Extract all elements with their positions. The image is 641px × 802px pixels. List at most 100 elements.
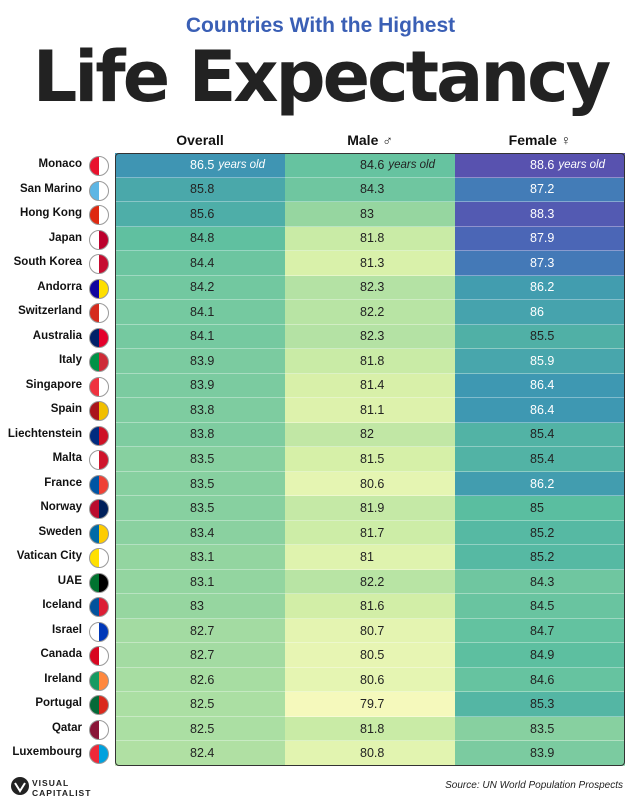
country-name: Liechtenstein [7,427,82,440]
value-cell: 85 [455,496,625,521]
value-cell: 83.8 [115,398,285,423]
column-header: Female ♀ [508,132,572,148]
country-name: South Korea [13,256,82,269]
country-name: Singapore [25,378,82,391]
value-cell: 82 [285,422,455,448]
flag [89,327,109,348]
country-name: Luxembourg [12,746,82,759]
value-cell: 83.9 [115,373,285,399]
value-cell: 83.5 [115,496,285,521]
value-cell: 81.8 [285,716,455,742]
value-cell: 82.3 [285,275,455,301]
flag [89,499,109,520]
value-cell: 83.9 [115,349,285,374]
subtitle: Countries With the Highest [185,14,456,37]
value-cell: 84.2 [115,275,285,301]
value-cell: 88.6 years old [455,153,625,178]
column-header: Male ♂ [347,132,393,148]
country-name: UAE [57,574,82,587]
country-name: Sweden [38,525,82,538]
value-cell: 87.3 [455,251,625,276]
brand: CAPITALIST [32,788,92,798]
value-cell: 82.3 [285,324,455,350]
value-cell: 87.9 [455,226,625,252]
flag [89,278,109,299]
value-cell: 86.2 [455,275,625,301]
country-name: Andorra [37,280,82,293]
flag [89,156,109,176]
value-cell: 84.8 [115,226,285,252]
flag [89,670,109,691]
flag [89,523,109,544]
flag [89,548,109,569]
value-cell: 84.9 [455,643,625,668]
flag [89,303,109,324]
flag [89,572,109,593]
flag [89,474,109,495]
value-cell: 82.7 [115,643,285,668]
value-cell: 82.5 [115,692,285,717]
country-name: Israel [51,623,82,636]
flag [89,621,109,642]
value-cell: 81 [285,545,455,570]
value-cell: 84.6 [455,667,625,693]
value-cell: 84.3 [455,569,625,595]
value-cell: 84.1 [115,324,285,350]
value-cell: 80.6 [285,471,455,497]
flag [89,450,109,471]
value-cell: 84.4 [115,251,285,276]
country-name: Monaco [38,158,82,170]
value-cell: 87.2 [455,177,625,203]
flag [89,646,109,667]
country-name: Switzerland [18,305,82,318]
value-cell: 82.2 [285,569,455,595]
title: Life Expectancy [32,36,612,118]
flag [89,180,109,201]
value-cell: 83.8 [115,422,285,448]
country-name: Japan [48,231,82,244]
column-header: Overall [176,132,224,148]
value-cell: 83.1 [115,569,285,595]
value-cell: 86.4 [455,373,625,399]
value-cell: 85.4 [455,422,625,448]
value-cell: 85.2 [455,520,625,546]
logo-icon [11,777,29,795]
value-cell: 84.5 [455,594,625,619]
country-name: Iceland [42,599,82,612]
value-cell: 83.1 [115,545,285,570]
value-cell: 86 [455,300,625,325]
value-cell: 81.1 [285,398,455,423]
value-cell: 86.4 [455,398,625,423]
country-name: Ireland [44,672,82,685]
country-name: Australia [32,329,82,342]
value-cell: 81.5 [285,447,455,472]
flag [89,401,109,422]
country-name: Qatar [51,721,82,734]
brand: VISUAL [32,778,70,788]
table-frame [115,153,625,766]
value-cell: 82.7 [115,618,285,644]
value-cell: 83 [115,594,285,619]
value-cell: 81.4 [285,373,455,399]
country-name: Italy [58,354,82,367]
country-name: Canada [40,648,82,661]
country-name: Norway [40,501,82,514]
value-cell: 83.5 [115,447,285,472]
flag [89,205,109,226]
value-cell: 84.7 [455,618,625,644]
country-name: Malta [52,452,82,465]
value-cell: 79.7 [285,692,455,717]
country-name: San Marino [20,182,82,195]
value-cell: 83.5 [455,716,625,742]
value-cell: 85.3 [455,692,625,717]
value-cell: 81.3 [285,251,455,276]
flag [89,376,109,397]
value-cell: 85.2 [455,545,625,570]
value-cell: 80.7 [285,618,455,644]
flag [89,744,109,765]
value-cell: 83 [285,202,455,227]
value-cell: 85.9 [455,349,625,374]
value-cell: 82.2 [285,300,455,325]
value-cell: 81.9 [285,496,455,521]
